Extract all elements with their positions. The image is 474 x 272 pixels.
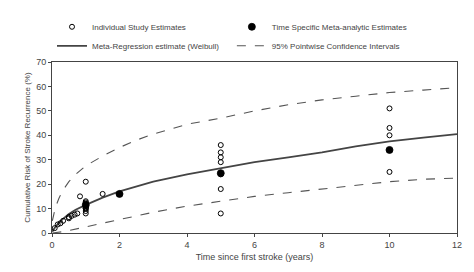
svg-text:95% Pointwise Confidence Inter: 95% Pointwise Confidence Intervals bbox=[272, 42, 400, 51]
svg-text:Meta-Regression estimate (Weib: Meta-Regression estimate (Weibull) bbox=[92, 42, 219, 51]
svg-text:8: 8 bbox=[319, 240, 324, 250]
svg-text:10: 10 bbox=[384, 240, 394, 250]
svg-text:0: 0 bbox=[41, 228, 46, 238]
svg-text:Time since first stroke (years: Time since first stroke (years) bbox=[196, 252, 314, 262]
svg-text:70: 70 bbox=[36, 57, 46, 67]
svg-text:6: 6 bbox=[252, 240, 257, 250]
svg-text:40: 40 bbox=[36, 130, 46, 140]
svg-text:Cumulative Risk of Stroke Recu: Cumulative Risk of Stroke Recurrence (%) bbox=[23, 72, 32, 223]
svg-text:10: 10 bbox=[36, 204, 46, 214]
svg-text:50: 50 bbox=[36, 106, 46, 116]
svg-text:20: 20 bbox=[36, 179, 46, 189]
svg-text:0: 0 bbox=[49, 240, 54, 250]
svg-text:30: 30 bbox=[36, 155, 46, 165]
svg-text:60: 60 bbox=[36, 82, 46, 92]
svg-text:Time Specific Meta-analytic Es: Time Specific Meta-analytic Estimates bbox=[272, 23, 407, 32]
svg-text:12: 12 bbox=[452, 240, 462, 250]
svg-text:2: 2 bbox=[117, 240, 122, 250]
svg-text:Individual Study Estimates: Individual Study Estimates bbox=[92, 23, 186, 32]
svg-text:4: 4 bbox=[184, 240, 189, 250]
